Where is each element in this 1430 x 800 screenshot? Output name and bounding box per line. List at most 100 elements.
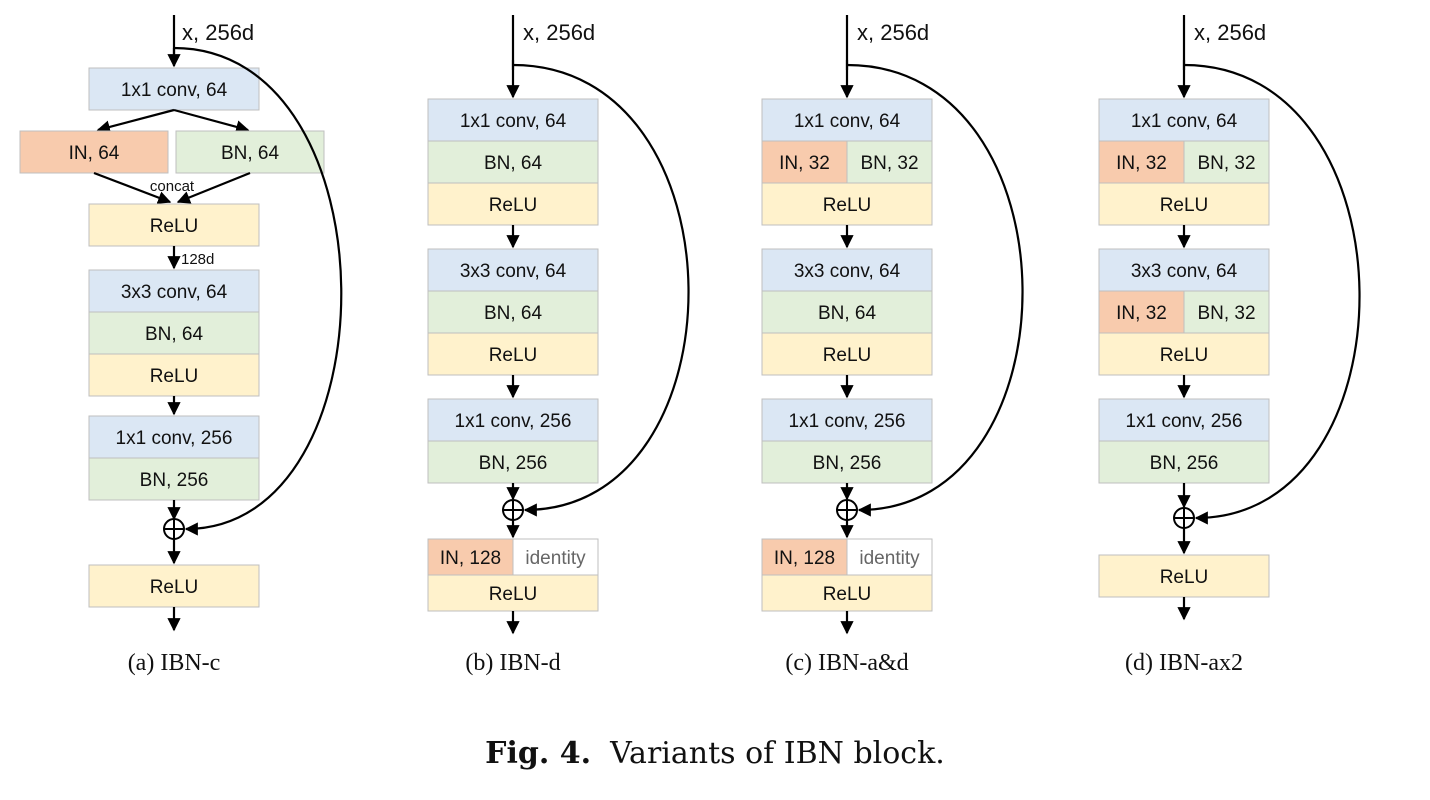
panel-ibn-a-d: x, 256d 1x1 conv, 64 IN, 32 BN, 32 ReLU 3x3 c… [761, 15, 1024, 676]
panel-caption: (d) IBN-ax2 [1125, 650, 1243, 676]
in-box [19, 130, 169, 174]
relu2-box [1098, 332, 1270, 376]
in-out-box-label: IN, 128 [440, 548, 501, 569]
bn2-box [1183, 290, 1270, 334]
shortcut-line [512, 63, 690, 517]
relu-out-box-label: ReLU [489, 584, 538, 605]
conv3-box [761, 398, 933, 442]
bn1-box-label: BN, 64 [484, 153, 543, 174]
bn1-box-label: BN, 32 [860, 153, 918, 174]
conv2-box-label: 3x3 conv, 64 [794, 261, 901, 282]
relu1-box-label: ReLU [489, 195, 538, 216]
conv1-box-label: 1x1 conv, 64 [121, 80, 228, 101]
bn3-box [761, 440, 933, 484]
relu2-box-label: ReLU [1160, 345, 1209, 366]
input-label: x, 256d [182, 20, 254, 45]
relu1-box [1098, 182, 1270, 226]
identity-box-label: identity [525, 548, 586, 569]
bn1-box [427, 140, 599, 184]
shortcut-line [846, 63, 1024, 517]
relu-out-box [1098, 554, 1270, 598]
bn2-box-label: BN, 64 [818, 303, 877, 324]
relu2-box-label: ReLU [489, 345, 538, 366]
conv2-box-label: 3x3 conv, 64 [121, 282, 228, 303]
in-box-label: IN, 64 [69, 143, 120, 164]
relu1-box-label: ReLU [823, 195, 872, 216]
relu1-box [761, 182, 933, 226]
arrow-to-in [96, 108, 175, 134]
add-icon [1173, 507, 1195, 529]
bn-box [175, 130, 325, 174]
bn3-box [1098, 440, 1270, 484]
panel-ibn-d: x, 256d 1x1 conv, 64 BN, 64 ReLU 3x3 conv, 6… [427, 15, 690, 676]
relu2-box [88, 353, 260, 397]
panel-caption: (a) IBN-c [128, 650, 221, 676]
bn1-box-label: BN, 32 [1197, 153, 1255, 174]
in2-box-label: IN, 32 [1116, 303, 1167, 324]
relu2-box [761, 332, 933, 376]
bn3-box-label: BN, 256 [140, 470, 209, 491]
conv2-box [88, 269, 260, 313]
shortcut-line [173, 46, 343, 536]
bn3-box-label: BN, 256 [479, 453, 548, 474]
identity-box [512, 538, 599, 576]
bn2-box [88, 311, 260, 355]
input-label: x, 256d [857, 20, 929, 45]
relu-out-box-label: ReLU [150, 577, 199, 598]
panel-ibn-ax2: x, 256d 1x1 conv, 64 IN, 32 BN, 32 ReLU 3x3 c… [1098, 15, 1361, 676]
dim-label: 128d [181, 251, 214, 268]
conv3-box [1098, 398, 1270, 442]
conv1-box-label: 1x1 conv, 64 [794, 111, 901, 132]
relu1-box-label: ReLU [1160, 195, 1209, 216]
conv1-box [761, 98, 933, 142]
conv2-box-label: 3x3 conv, 64 [1131, 261, 1238, 282]
bn3-box-label: BN, 256 [813, 453, 882, 474]
input-label: x, 256d [523, 20, 595, 45]
in1-box [1098, 140, 1185, 184]
relu1-box [427, 182, 599, 226]
conv2-box-label: 3x3 conv, 64 [460, 261, 567, 282]
bn-box-label: BN, 64 [221, 143, 280, 164]
relu1-box-label: ReLU [150, 216, 199, 237]
relu-out-box [761, 574, 933, 612]
arrow-to-bn [173, 108, 250, 134]
bn2-box [427, 290, 599, 334]
conv2-box [427, 248, 599, 292]
conv3-box-label: 1x1 conv, 256 [455, 411, 572, 432]
conv1-box [1098, 98, 1270, 142]
figure-caption: Fig. 4. Variants of IBN block. [0, 736, 1430, 771]
conv3-box [427, 398, 599, 442]
relu-out-box-label: ReLU [823, 584, 872, 605]
ibn-variants-diagram: x, 256d 1x1 conv, 64 IN, 64 BN, 64 concat ReL… [19, 15, 1361, 676]
in1-box-label: IN, 32 [1116, 153, 1167, 174]
conv1-box [88, 67, 260, 111]
relu-out-box [427, 574, 599, 612]
bn3-box-label: BN, 256 [1150, 453, 1219, 474]
concat-label: concat [150, 178, 195, 195]
relu2-box-label: ReLU [823, 345, 872, 366]
in-out-box [761, 538, 848, 576]
arrow-bn-to-relu [176, 171, 251, 204]
panel-ibn-c: x, 256d 1x1 conv, 64 IN, 64 BN, 64 concat ReL… [19, 15, 343, 676]
conv1-box [427, 98, 599, 142]
bn2-box-label: BN, 32 [1197, 303, 1255, 324]
panel-caption: (b) IBN-d [465, 650, 560, 676]
add-icon [836, 499, 858, 521]
add-icon [163, 518, 185, 540]
bn1-box [1183, 140, 1270, 184]
in1-box [761, 140, 848, 184]
in2-box [1098, 290, 1185, 334]
shortcut-line [1183, 63, 1361, 525]
conv3-box-label: 1x1 conv, 256 [1126, 411, 1243, 432]
identity-box-label: identity [859, 548, 920, 569]
conv2-box [1098, 248, 1270, 292]
in1-box-label: IN, 32 [779, 153, 830, 174]
in-out-box-label: IN, 128 [774, 548, 835, 569]
figure-caption-text: Variants of IBN block. [610, 736, 945, 771]
bn2-box-label: BN, 64 [484, 303, 543, 324]
input-label: x, 256d [1194, 20, 1266, 45]
conv3-box-label: 1x1 conv, 256 [789, 411, 906, 432]
figure-caption-label: Fig. 4. [485, 736, 592, 771]
relu-out-box-label: ReLU [1160, 567, 1209, 588]
relu1-box [88, 203, 260, 247]
